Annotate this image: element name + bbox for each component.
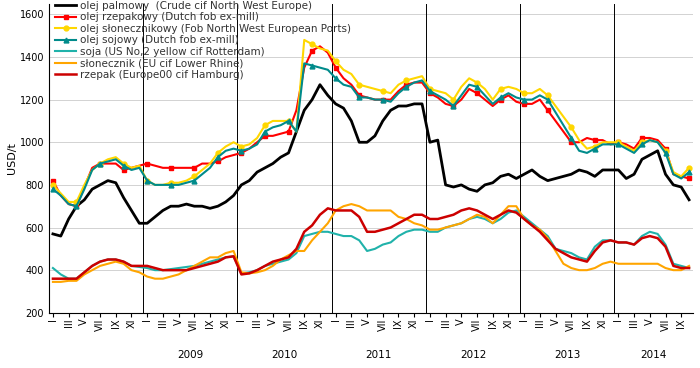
olej palmowy  (Crude cif North West Europe) bbox=[316, 82, 324, 87]
Text: 2011: 2011 bbox=[365, 350, 392, 360]
Line: soja (US No,2 yellow cif Rotterdam): soja (US No,2 yellow cif Rotterdam) bbox=[53, 210, 689, 279]
olej słonecznikowy (Fob North West European Ports) bbox=[575, 138, 583, 142]
Line: olej palmowy  (Crude cif North West Europe): olej palmowy (Crude cif North West Europ… bbox=[53, 85, 689, 236]
soja (US No,2 yellow cif Rotterdam) bbox=[355, 238, 363, 243]
Text: 2013: 2013 bbox=[554, 350, 580, 360]
Text: 2010: 2010 bbox=[272, 350, 298, 360]
soja (US No,2 yellow cif Rotterdam) bbox=[206, 259, 214, 264]
Text: 2009: 2009 bbox=[177, 350, 204, 360]
olej słonecznikowy (Fob North West European Ports) bbox=[237, 144, 246, 149]
soja (US No,2 yellow cif Rotterdam) bbox=[237, 271, 246, 276]
olej słonecznikowy (Fob North West European Ports) bbox=[300, 38, 309, 42]
olej rzepakowy (Dutch fob ex-mill) bbox=[685, 176, 693, 181]
olej słonecznikowy (Fob North West European Ports) bbox=[206, 161, 214, 166]
słonecznik (EU cif Lower Rhine) bbox=[355, 204, 363, 208]
rzepak (Europe00 cif Hamburg) bbox=[221, 255, 230, 259]
soja (US No,2 yellow cif Rotterdam) bbox=[230, 254, 238, 258]
olej sojowy (Dutch fob ex-mill) bbox=[72, 204, 80, 208]
soja (US No,2 yellow cif Rotterdam) bbox=[685, 266, 693, 270]
olej palmowy  (Crude cif North West Europe) bbox=[57, 234, 65, 238]
rzepak (Europe00 cif Hamburg) bbox=[567, 255, 575, 259]
rzepak (Europe00 cif Hamburg) bbox=[49, 276, 57, 281]
rzepak (Europe00 cif Hamburg) bbox=[685, 266, 693, 270]
rzepak (Europe00 cif Hamburg) bbox=[230, 254, 238, 258]
olej palmowy  (Crude cif North West Europe) bbox=[230, 193, 238, 198]
olej sojowy (Dutch fob ex-mill) bbox=[206, 166, 214, 170]
soja (US No,2 yellow cif Rotterdam) bbox=[49, 266, 57, 270]
Line: słonecznik (EU cif Lower Rhine): słonecznik (EU cif Lower Rhine) bbox=[53, 204, 689, 282]
Y-axis label: USD/t: USD/t bbox=[7, 142, 17, 174]
słonecznik (EU cif Lower Rhine) bbox=[221, 251, 230, 255]
słonecznik (EU cif Lower Rhine) bbox=[552, 249, 560, 253]
soja (US No,2 yellow cif Rotterdam) bbox=[512, 208, 521, 213]
olej palmowy  (Crude cif North West Europe) bbox=[206, 206, 214, 210]
olej słonecznikowy (Fob North West European Ports) bbox=[363, 85, 371, 89]
olej rzepakowy (Dutch fob ex-mill) bbox=[72, 204, 80, 208]
Text: 2012: 2012 bbox=[460, 350, 486, 360]
olej rzepakowy (Dutch fob ex-mill) bbox=[559, 130, 568, 134]
olej palmowy  (Crude cif North West Europe) bbox=[49, 232, 57, 236]
soja (US No,2 yellow cif Rotterdam) bbox=[64, 276, 73, 281]
słonecznik (EU cif Lower Rhine) bbox=[230, 249, 238, 253]
olej słonecznikowy (Fob North West European Ports) bbox=[685, 166, 693, 170]
olej sojowy (Dutch fob ex-mill) bbox=[300, 61, 309, 66]
Line: rzepak (Europe00 cif Hamburg): rzepak (Europe00 cif Hamburg) bbox=[53, 208, 689, 279]
Legend: olej palmowy  (Crude cif North West Europe), olej rzepakowy (Dutch fob ex-mill),: olej palmowy (Crude cif North West Europ… bbox=[55, 1, 351, 80]
olej rzepakowy (Dutch fob ex-mill) bbox=[206, 161, 214, 166]
olej sojowy (Dutch fob ex-mill) bbox=[575, 149, 583, 153]
olej słonecznikowy (Fob North West European Ports) bbox=[49, 183, 57, 187]
olej słonecznikowy (Fob North West European Ports) bbox=[559, 114, 568, 119]
olej palmowy  (Crude cif North West Europe) bbox=[363, 140, 371, 145]
słonecznik (EU cif Lower Rhine) bbox=[685, 264, 693, 268]
słonecznik (EU cif Lower Rhine) bbox=[347, 202, 356, 206]
olej palmowy  (Crude cif North West Europe) bbox=[237, 183, 246, 187]
Line: olej rzepakowy (Dutch fob ex-mill): olej rzepakowy (Dutch fob ex-mill) bbox=[50, 44, 692, 209]
Line: olej sojowy (Dutch fob ex-mill): olej sojowy (Dutch fob ex-mill) bbox=[50, 61, 692, 209]
olej sojowy (Dutch fob ex-mill) bbox=[237, 149, 246, 153]
olej słonecznikowy (Fob North West European Ports) bbox=[230, 140, 238, 145]
olej palmowy  (Crude cif North West Europe) bbox=[575, 168, 583, 172]
rzepak (Europe00 cif Hamburg) bbox=[198, 264, 206, 268]
olej sojowy (Dutch fob ex-mill) bbox=[49, 187, 57, 191]
olej słonecznikowy (Fob North West European Ports) bbox=[64, 200, 73, 204]
olej sojowy (Dutch fob ex-mill) bbox=[559, 123, 568, 127]
słonecznik (EU cif Lower Rhine) bbox=[567, 266, 575, 270]
Line: olej słonecznikowy (Fob North West European Ports): olej słonecznikowy (Fob North West Europ… bbox=[50, 38, 692, 204]
olej sojowy (Dutch fob ex-mill) bbox=[363, 95, 371, 100]
rzepak (Europe00 cif Hamburg) bbox=[323, 206, 332, 210]
rzepak (Europe00 cif Hamburg) bbox=[552, 247, 560, 251]
olej rzepakowy (Dutch fob ex-mill) bbox=[575, 140, 583, 145]
rzepak (Europe00 cif Hamburg) bbox=[355, 215, 363, 219]
słonecznik (EU cif Lower Rhine) bbox=[49, 280, 57, 284]
olej rzepakowy (Dutch fob ex-mill) bbox=[316, 44, 324, 49]
olej palmowy  (Crude cif North West Europe) bbox=[559, 174, 568, 178]
soja (US No,2 yellow cif Rotterdam) bbox=[559, 249, 568, 253]
olej rzepakowy (Dutch fob ex-mill) bbox=[363, 95, 371, 100]
olej rzepakowy (Dutch fob ex-mill) bbox=[237, 151, 246, 155]
olej sojowy (Dutch fob ex-mill) bbox=[685, 170, 693, 174]
olej rzepakowy (Dutch fob ex-mill) bbox=[49, 178, 57, 183]
olej rzepakowy (Dutch fob ex-mill) bbox=[230, 153, 238, 157]
Text: 2014: 2014 bbox=[640, 350, 667, 360]
olej sojowy (Dutch fob ex-mill) bbox=[230, 146, 238, 151]
soja (US No,2 yellow cif Rotterdam) bbox=[575, 255, 583, 259]
olej palmowy  (Crude cif North West Europe) bbox=[685, 198, 693, 202]
słonecznik (EU cif Lower Rhine) bbox=[198, 259, 206, 264]
